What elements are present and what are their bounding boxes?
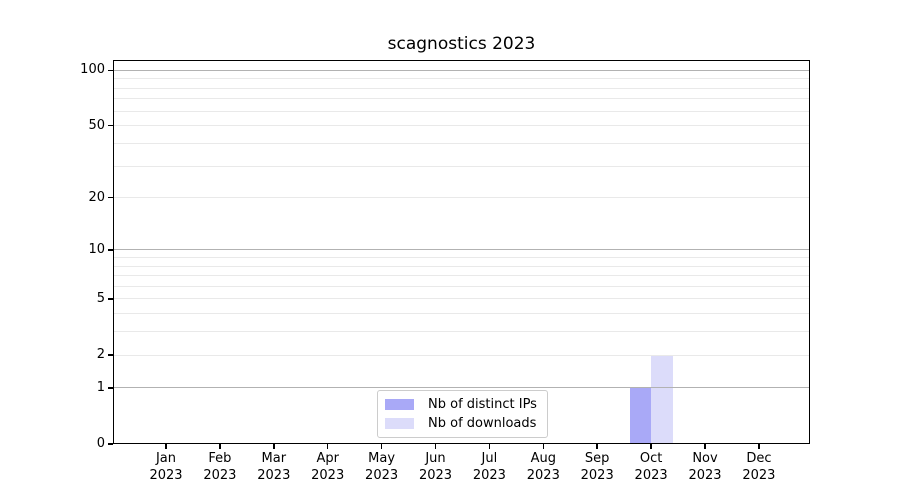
minor-gridline-70 [113, 98, 810, 100]
x-tick-month-mar: Mar [261, 451, 287, 466]
x-tick-year-may: 2023 [365, 468, 399, 483]
minor-gridline-20 [113, 197, 810, 199]
minor-gridline-80 [113, 87, 810, 89]
minor-gridline-40 [113, 142, 810, 144]
minor-gridline-60 [113, 110, 810, 112]
x-tick-year-jun: 2023 [418, 468, 453, 483]
x-tick-month-apr: Apr [316, 451, 339, 466]
x-tick-label-jun: Jun 2023 [406, 450, 466, 484]
major-gridline-100 [113, 69, 810, 71]
legend-entry-distinct-ips: Nb of distinct IPs [385, 397, 537, 412]
x-tick-year-aug: 2023 [526, 468, 560, 483]
y-tick-label-2: 2 [96, 347, 105, 363]
x-tick-label-aug: Aug 2023 [513, 450, 573, 484]
legend-swatch-distinct-ips [385, 399, 414, 410]
y-tick-label-0: 0 [96, 436, 105, 451]
minor-gridline-7 [113, 275, 810, 277]
x-tick-oct [650, 444, 652, 449]
x-tick-label-jul: Jul 2023 [459, 450, 519, 484]
x-tick-year-sep: 2023 [580, 468, 614, 483]
x-tick-month-jun: Jun [425, 451, 446, 466]
legend-label-distinct-ips: Nb of distinct IPs [428, 397, 537, 412]
y-tick-label-10: 10 [88, 241, 105, 257]
x-tick-label-apr: Apr 2023 [298, 450, 358, 484]
bar-oct-distinct-ips [629, 387, 652, 444]
minor-gridline-6 [113, 285, 810, 287]
x-tick-may [380, 444, 383, 449]
x-tick-month-feb: Feb [208, 451, 232, 466]
minor-gridline-3 [113, 331, 810, 333]
y-tick-label-1: 1 [96, 379, 105, 395]
x-tick-year-mar: 2023 [257, 468, 291, 483]
x-tick-month-may: May [368, 451, 396, 466]
x-tick-year-feb: 2023 [203, 468, 237, 483]
x-tick-year-nov: 2023 [688, 468, 722, 483]
x-tick-mar [273, 444, 275, 449]
y-tick-label-20: 20 [88, 189, 105, 205]
x-tick-jan [165, 444, 167, 449]
x-tick-month-sep: Sep [584, 451, 610, 466]
legend-swatch-downloads [385, 418, 414, 429]
x-tick-jul [488, 444, 491, 449]
x-tick-label-oct: Oct 2023 [621, 450, 681, 484]
minor-gridline-50 [113, 125, 810, 127]
legend-entry-downloads: Nb of downloads [385, 416, 537, 431]
x-tick-year-jul: 2023 [472, 468, 506, 483]
y-tick-label-100: 100 [80, 62, 105, 78]
x-tick-year-dec: 2023 [742, 468, 776, 483]
y-tick-label-50: 50 [88, 117, 105, 133]
x-tick-year-apr: 2023 [311, 468, 345, 483]
minor-gridline-8 [113, 265, 810, 267]
x-tick-label-may: May 2023 [352, 450, 412, 484]
x-tick-feb [219, 444, 221, 449]
x-tick-month-aug: Aug [530, 451, 556, 466]
major-gridline-1 [113, 387, 810, 389]
minor-gridline-30 [113, 165, 810, 167]
plot-area [113, 60, 810, 444]
x-tick-label-feb: Feb 2023 [190, 450, 250, 484]
x-tick-dec [758, 444, 760, 449]
x-tick-sep [596, 444, 598, 449]
major-gridline-10 [113, 249, 810, 251]
x-tick-label-dec: Dec 2023 [729, 450, 789, 484]
x-tick-jun [434, 444, 437, 449]
x-tick-month-nov: Nov [692, 451, 718, 466]
minor-gridline-4 [113, 313, 810, 315]
legend-label-downloads: Nb of downloads [428, 416, 537, 431]
x-tick-month-jan: Jan [155, 451, 177, 466]
x-tick-aug [542, 444, 545, 449]
minor-gridline-2 [113, 354, 810, 356]
y-tick-label-5: 5 [96, 290, 105, 306]
x-tick-nov [704, 444, 706, 449]
x-tick-month-jul: Jul [481, 451, 498, 466]
x-tick-year-jan: 2023 [149, 468, 183, 483]
x-tick-month-oct: Oct [639, 451, 663, 466]
legend: Nb of distinct IPs Nb of downloads [377, 390, 548, 438]
chart-title: scagnostics 2023 [387, 34, 536, 54]
x-tick-label-mar: Mar 2023 [244, 450, 304, 484]
minor-gridline-90 [113, 78, 810, 80]
x-tick-label-sep: Sep 2023 [567, 450, 627, 484]
x-tick-label-nov: Nov 2023 [675, 450, 735, 484]
x-tick-apr [326, 444, 329, 449]
bar-oct-downloads [651, 355, 673, 444]
x-tick-month-dec: Dec [746, 451, 772, 466]
minor-gridline-5 [113, 298, 810, 300]
x-tick-year-oct: 2023 [634, 468, 668, 483]
minor-gridline-9 [113, 257, 810, 259]
x-tick-label-jan: Jan 2023 [136, 450, 196, 484]
